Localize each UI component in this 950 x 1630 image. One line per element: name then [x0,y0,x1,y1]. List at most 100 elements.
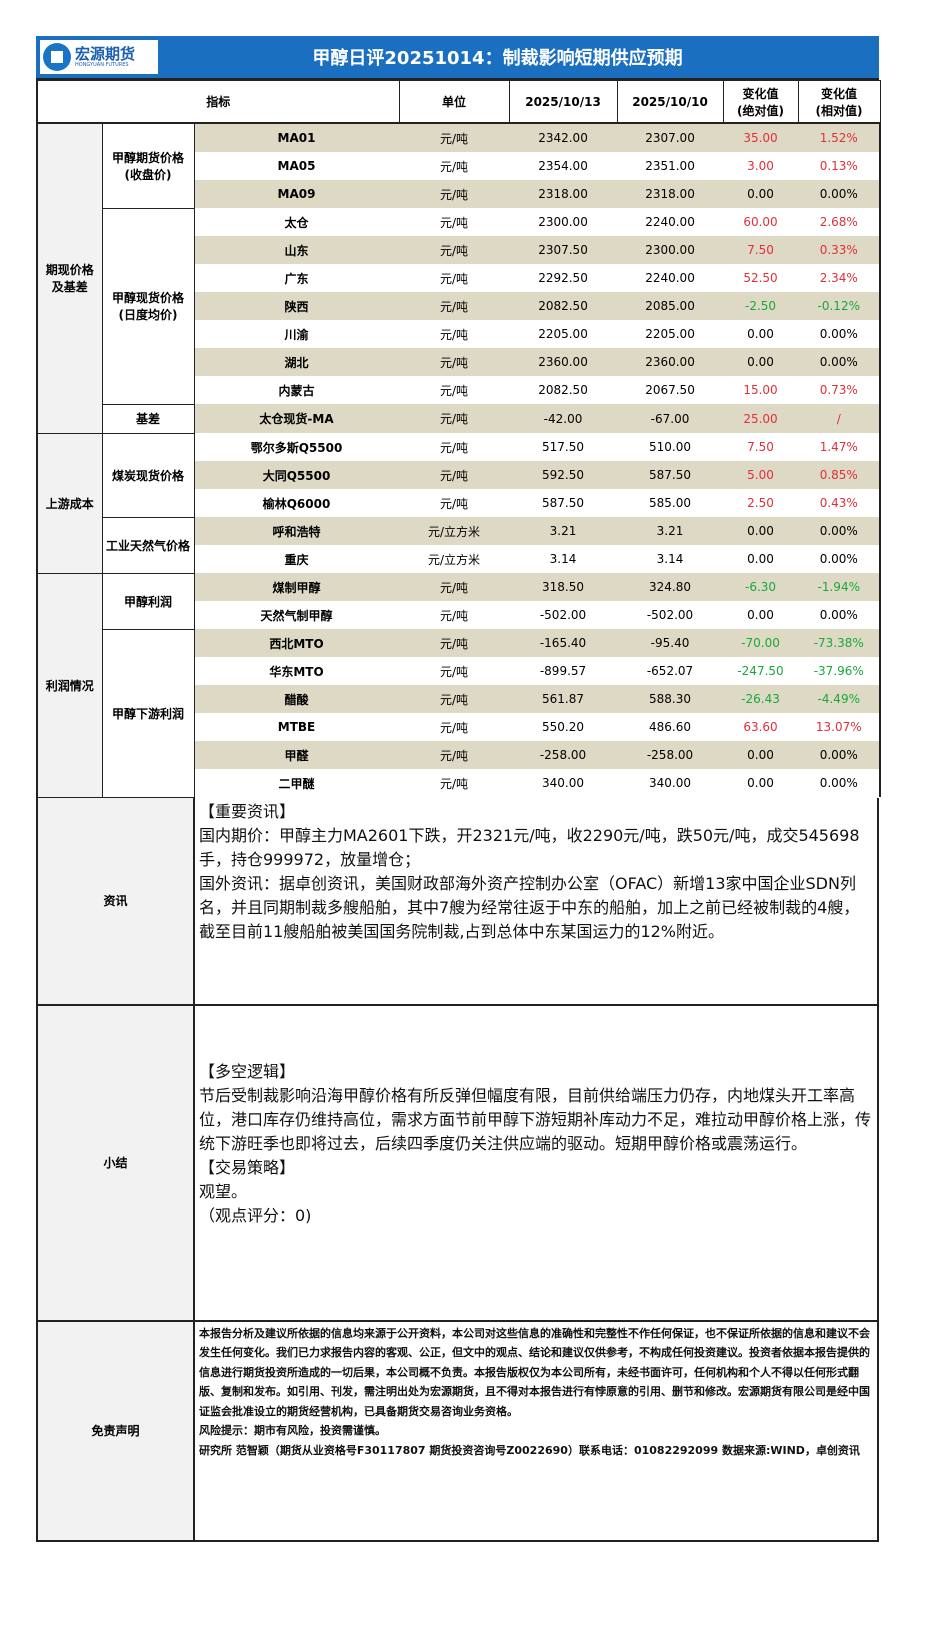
date2-value: 2318.00 [617,180,724,208]
date2-value: 587.50 [617,461,724,489]
rel-change: 0.00% [798,741,882,769]
company-logo: 宏源期货 HONGYUAN FUTURES [40,40,158,74]
unit-cell: 元/吨 [399,573,510,601]
disclaimer-line: 研究所 范智颖（期货从业资格号F30117807 期货投资咨询号Z0022690… [199,1443,860,1457]
col-unit: 单位 [398,80,510,124]
date2-value: 2240.00 [645,215,695,229]
subgroup-label: 工业天然气价格 [101,516,195,574]
date1-value: 587.50 [542,496,585,510]
indicator-cell: MA09 [194,180,400,208]
indicator-cell: 湖北 [194,348,400,376]
table-row: 工业天然气价格 呼和浩特 元/立方米 3.21 3.21 0.00 0.00% [37,516,882,574]
unit-cell: 元/吨 [439,327,469,342]
date2-value: 2067.50 [645,383,695,397]
col-rel-change: 变化值 (相对值) [797,80,881,124]
table-row: 湖北 元/吨 2360.00 2360.00 0.00 0.00% [37,348,882,376]
table-row: 川渝 元/吨 2205.00 2205.00 0.00 0.00% [37,320,882,348]
indicator-cell: 甲醛 [194,741,400,769]
indicator-cell: 醋酸 [194,685,400,713]
abs-change: -70.00 [723,629,799,657]
table-row: 上游成本 煤炭现货价格 鄂尔多斯Q5500 元/吨 517.50 510.00 7.50 1.… [36,432,882,574]
title-bar: 宏源期货 HONGYUAN FUTURES 甲醇日评20251014：制裁影响短期… [36,36,879,80]
date2-value: -258.00 [617,741,724,769]
col-indicator: 指标 [35,80,400,124]
abs-change: 0.00 [723,741,799,769]
report: 宏源期货 HONGYUAN FUTURES 甲醇日评20251014：制裁影响短期… [35,36,882,1542]
table-row: 天然气制甲醇 元/吨 -502.00 -502.00 0.00 0.00% [37,601,882,629]
rel-change: -1.94% [798,573,882,601]
rel-change: 0.33% [798,236,882,264]
unit-cell: 元/吨 [439,215,469,230]
summary-line: （观点评分：0) [199,1205,312,1225]
date1-value: 3.14 [549,552,577,566]
date2-value: -652.07 [646,664,694,678]
rel-change: 0.00% [798,545,882,573]
abs-change: 25.00 [723,404,799,433]
date1-value: 318.50 [509,573,618,601]
date1-value: 2300.00 [538,215,588,229]
indicator-cell: 呼和浩特 [194,517,400,545]
date2-value: 2300.00 [617,236,724,264]
date2-value: 2085.00 [617,292,724,320]
unit-cell: 元/吨 [439,664,469,679]
rel-change: -0.12% [798,292,882,320]
disclaimer-body: 本报告分析及建议所依据的信息均来源于公开资料，本公司对这些信息的准确性和完整性不… [195,1322,877,1540]
indicator-cell: MTBE [277,720,316,734]
date1-value: 550.20 [542,720,585,734]
table-row: 陕西 元/吨 2082.50 2085.00 -2.50 -0.12% [37,292,882,320]
date2-value: 324.80 [617,573,724,601]
abs-change: 5.00 [723,461,799,489]
table-row: 二甲醚 元/吨 340.00 340.00 0.00 0.00% [37,769,882,797]
unit-cell: 元/吨 [399,404,510,433]
indicator-cell: 二甲醚 [278,776,315,791]
date1-value: -42.00 [509,404,618,433]
indicator-cell: 西北MTO [194,629,400,657]
indicator-cell: 川渝 [284,327,309,342]
date2-value: -95.40 [617,629,724,657]
abs-change: 7.50 [747,440,774,454]
indicator-cell: 榆林Q6000 [262,496,331,511]
date2-value: 2205.00 [645,327,695,341]
indicator-cell: 华东MTO [269,664,324,679]
date2-value: 2307.00 [617,123,724,152]
date1-value: 2354.00 [538,159,588,173]
rel-change: 0.00% [798,517,882,545]
table-row: 山东 元/吨 2307.50 2300.00 7.50 0.33% [37,236,882,264]
date2-value: -67.00 [617,404,724,433]
date1-value: -502.00 [539,608,587,622]
subgroup-label: 甲醇利润 [101,572,195,630]
summary-body: 【多空逻辑】 节后受制裁影响沿海甲醇价格有所反弹但幅度有限，目前供给端压力仍存，内… [195,1006,877,1320]
unit-cell: 元/吨 [399,629,510,657]
rel-change: 0.00% [798,348,882,376]
date2-value: 510.00 [649,440,692,454]
price-table: 指标 单位 2025/10/13 2025/10/10 变化值 (绝对值) 变化… [35,80,882,798]
rel-change: 2.34% [798,264,882,292]
table-row: 广东 元/吨 2292.50 2240.00 52.50 2.34% [37,264,882,292]
date2-value: 588.30 [617,685,724,713]
unit-cell: 元/吨 [399,123,510,152]
date1-value: -165.40 [509,629,618,657]
subgroup-label: 甲醇期货价格 (收盘价) [101,122,195,209]
table-row: 甲醇下游利润 西北MTO 元/吨 -165.40 -95.40 -70.00 -73.38% [37,628,882,798]
unit-cell: 元/吨 [399,461,510,489]
abs-change: -247.50 [737,664,784,678]
rel-change: 0.00% [798,769,882,797]
unit-cell: 元/吨 [439,496,469,511]
table-row: 大同Q5500 元/吨 592.50 587.50 5.00 0.85% [37,461,882,489]
rel-change: 0.00% [798,180,882,208]
news-label: 资讯 [38,797,195,1004]
rel-change: -73.38% [798,629,882,657]
unit-cell: 元/吨 [399,180,510,208]
abs-change: 0.00 [723,517,799,545]
rel-change: 1.52% [798,123,882,152]
date1-value: 2082.50 [509,292,618,320]
table-row: 榆林Q6000 元/吨 587.50 585.00 2.50 0.43% [37,489,882,517]
disclaimer-line: 风险提示：期市有风险，投资需谨慎。 [199,1424,386,1437]
summary-line: 观望。 [199,1181,248,1201]
disclaimer-section: 免责声明 本报告分析及建议所依据的信息均来源于公开资料，本公司对这些信息的准确性… [36,1321,879,1542]
date2-value: 340.00 [649,776,692,790]
abs-change: 15.00 [743,383,778,397]
subgroup-label: 甲醇现货价格 (日度均价) [101,207,195,405]
rel-change: 1.47% [798,433,882,461]
table-row: 利润情况 甲醇利润 煤制甲醇 元/吨 318.50 324.80 -6.30 -1.94% [36,572,882,798]
